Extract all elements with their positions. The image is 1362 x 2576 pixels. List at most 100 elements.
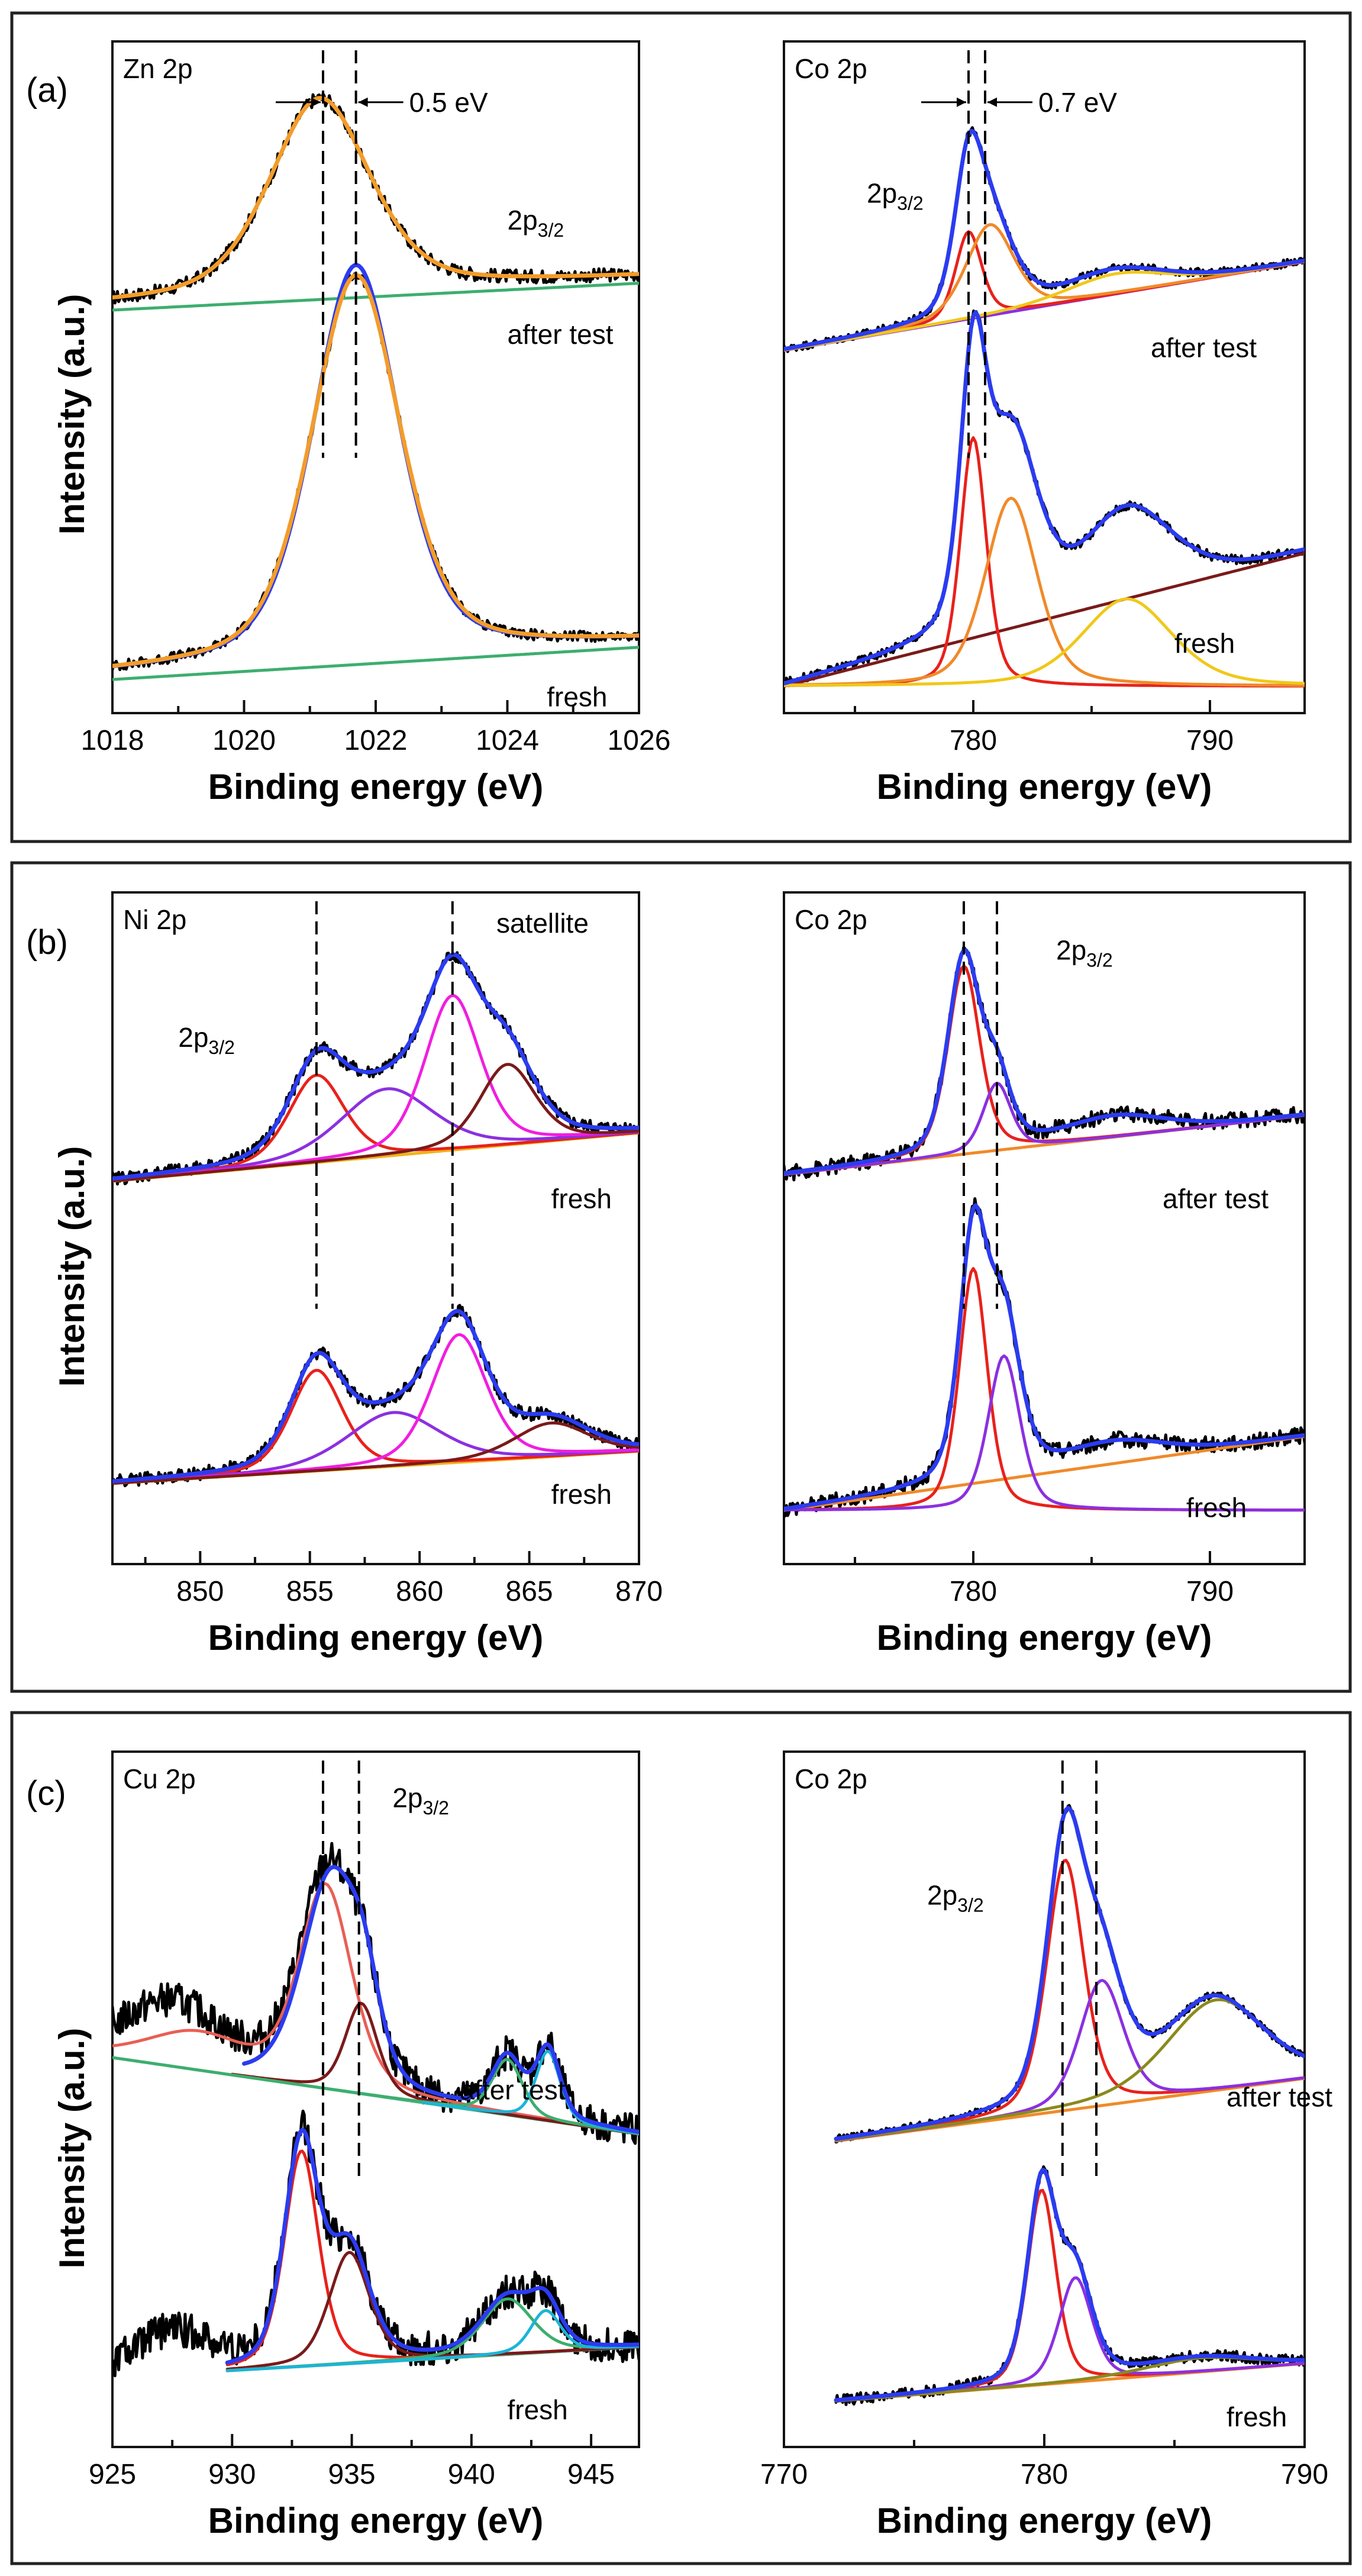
series-b-right-fresh-envelope xyxy=(784,1203,1305,1511)
x-tick-label-a-left-1018: 1018 xyxy=(81,725,144,756)
series-c-right-after-test-envelope xyxy=(834,1806,1305,2141)
annotation-a-left-1: 2p3/2 xyxy=(508,205,564,241)
row-c-frame xyxy=(10,1711,1352,2565)
plot-area-a-right xyxy=(783,40,1306,714)
series-group-c-left xyxy=(112,1842,639,2378)
row-b-ylabel: Intensity (a.u.) xyxy=(52,1146,92,1387)
x-tick-label-c-left-945: 945 xyxy=(567,2459,615,2490)
series-b-left-lower-envelope xyxy=(112,1308,639,1484)
series-group-b-right xyxy=(784,946,1305,1518)
annotation-b-left-0: satellite xyxy=(496,908,589,939)
panel-co-2p-c: Co 2p 770 780 790 Binding energy (eV) 2p3/2 af… xyxy=(760,1750,1332,2540)
gap-arrowhead-right-a-left xyxy=(358,97,368,107)
gap-label-a-right: 0.7 eV xyxy=(1038,87,1117,118)
x-tick-label-a-left-1022: 1022 xyxy=(344,725,408,756)
series-b-right-fresh-peak-2 xyxy=(784,1354,1305,1512)
row-b-frame xyxy=(10,861,1352,1693)
x-axis-title-a-right: Binding energy (eV) xyxy=(877,767,1212,807)
gap-arrowhead-left-a-right xyxy=(957,97,966,107)
series-b-left-upper-satellite-2 xyxy=(112,1063,639,1183)
series-b-right-fresh-raw xyxy=(784,1197,1305,1518)
series-c-left-after-test-raw xyxy=(112,1842,639,2145)
row-a-letter: (a) xyxy=(26,71,68,109)
annotation-a-right-3: fresh xyxy=(1174,628,1235,659)
x-tick-label-c-right-780: 780 xyxy=(1021,2459,1068,2490)
panel-title-b-right: Co 2p xyxy=(795,904,867,935)
annotation-c-left-1: after test xyxy=(460,2075,566,2106)
x-axis-title-c-right: Binding energy (eV) xyxy=(877,2501,1212,2540)
series-c-left-after-test-sat-1 xyxy=(112,2056,639,2136)
panel-cu-2p: Cu 2p 925 930 935 940 945 Binding energy (eV) 2… xyxy=(89,1750,640,2540)
annotation-a-left-3: fresh xyxy=(547,682,607,712)
x-tick-label-b-left-865: 865 xyxy=(506,1576,553,1607)
panel-zn-2p: Zn 2p 1018 1020 1022 1024 1026 Binding energy … xyxy=(81,40,671,807)
series-a-left-after-test-raw xyxy=(112,92,639,305)
series-c-left-fresh-envelope xyxy=(225,2127,639,2365)
annotation-b-left-1: 2p3/2 xyxy=(178,1022,235,1058)
series-b-right-fresh-background xyxy=(784,1434,1305,1512)
annotation-a-right-1: 2p3/2 xyxy=(867,178,924,214)
x-tick-label-c-left-935: 935 xyxy=(328,2459,375,2490)
series-c-left-after-test-fit xyxy=(112,1882,639,2135)
series-b-left-lower-satellite-2 xyxy=(112,1421,639,1485)
series-a-left-after-test-fit xyxy=(112,96,639,300)
annotation-a-right-2: after test xyxy=(1151,332,1257,363)
annotation-c-left-2: fresh xyxy=(508,2394,568,2425)
series-a-right-after-test-envelope xyxy=(784,128,1305,352)
x-tick-label-b-left-850: 850 xyxy=(176,1576,224,1607)
series-a-left-fresh-background xyxy=(112,646,639,681)
plot-area-b-right xyxy=(783,891,1306,1565)
gap-label-a-left: 0.5 eV xyxy=(409,87,488,118)
annotation-b-left-3: fresh xyxy=(551,1479,612,1510)
panel-title-a-right: Co 2p xyxy=(795,53,867,84)
plot-area-c-left xyxy=(111,1750,640,2448)
annotation-b-left-2: fresh xyxy=(551,1183,612,1214)
x-tick-label-b-right-790: 790 xyxy=(1186,1576,1234,1607)
x-tick-label-b-left-855: 855 xyxy=(286,1576,334,1607)
row-c-ylabel: Intensity (a.u.) xyxy=(52,2028,92,2269)
plot-area-b-left xyxy=(111,891,640,1565)
x-axis-title-b-right: Binding energy (eV) xyxy=(877,1618,1212,1658)
x-tick-label-a-left-1020: 1020 xyxy=(212,725,276,756)
x-tick-label-b-left-860: 860 xyxy=(396,1576,443,1607)
series-group-a-left xyxy=(112,92,639,681)
series-b-right-after-test-peak-2 xyxy=(784,1081,1305,1176)
x-tick-label-c-left-930: 930 xyxy=(208,2459,256,2490)
series-a-right-fresh-envelope xyxy=(784,310,1305,686)
series-a-right-fresh-peak-2 xyxy=(784,496,1305,687)
series-group-c-right xyxy=(834,1804,1305,2406)
row-a-frame xyxy=(10,11,1352,843)
gap-arrowhead-right-a-right xyxy=(987,97,997,107)
x-tick-label-a-right-790: 790 xyxy=(1186,725,1234,756)
series-b-right-after-test-raw xyxy=(784,946,1305,1182)
x-tick-label-a-right-780: 780 xyxy=(950,725,997,756)
x-tick-label-b-right-780: 780 xyxy=(950,1576,997,1607)
row-c-letter: (c) xyxy=(26,1774,66,1813)
x-tick-label-c-left-925: 925 xyxy=(89,2459,136,2490)
series-b-left-upper-raw xyxy=(112,951,639,1186)
panel-ni-2p: Ni 2p 850 855 860 865 870 Binding energy (eV) s… xyxy=(111,891,663,1658)
series-a-left-after-test-background xyxy=(112,282,639,312)
series-b-left-lower-satellite-1 xyxy=(112,1333,639,1485)
x-axis-title-b-left: Binding energy (eV) xyxy=(208,1618,544,1658)
panel-title-c-right: Co 2p xyxy=(795,1763,867,1794)
series-b-right-after-test-envelope xyxy=(784,948,1305,1176)
series-c-right-fresh-envelope xyxy=(834,2168,1305,2403)
x-tick-label-a-left-1026: 1026 xyxy=(608,725,671,756)
plot-area-a-left xyxy=(111,40,640,714)
panel-title-a-left: Zn 2p xyxy=(123,53,193,84)
annotation-c-right-0: 2p3/2 xyxy=(927,1880,984,1916)
annotation-c-right-1: after test xyxy=(1227,2081,1332,2112)
panel-co-2p-b: Co 2p 780 790 Binding energy (eV) 2p3/2 after… xyxy=(783,891,1306,1658)
series-a-right-after-test-raw xyxy=(784,126,1305,353)
series-c-left-fresh-sat-2 xyxy=(225,2309,639,2372)
series-c-right-after-test-satellite xyxy=(834,1998,1305,2142)
series-a-right-fresh-satellite xyxy=(784,597,1305,687)
annotation-b-right-1: after test xyxy=(1163,1183,1269,1214)
annotation-c-right-2: fresh xyxy=(1227,2401,1287,2432)
row-a-ylabel: Intensity (a.u.) xyxy=(52,294,92,535)
series-group-a-right xyxy=(784,126,1305,688)
x-axis-title-a-left: Binding energy (eV) xyxy=(208,767,544,807)
x-tick-label-b-left-870: 870 xyxy=(615,1576,663,1607)
